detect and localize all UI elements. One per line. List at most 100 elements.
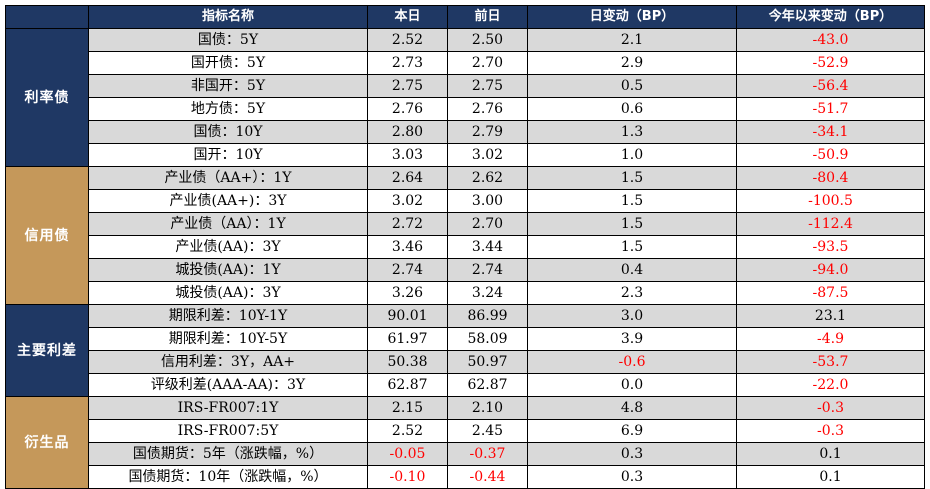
indicator-name-cell: 评级利差(AAA-AA)：3Y [88, 373, 368, 397]
today-value-cell: -0.10 [367, 465, 448, 489]
category-label: 衍生品 [5, 396, 89, 489]
indicator-name-cell: 城投债(AA)：3Y [88, 281, 368, 305]
category-label: 信用债 [5, 166, 89, 305]
table-row: 产业债(AA+)：3Y 3.02 3.00 1.5 -100.5 [6, 189, 925, 213]
today-value-cell: 2.52 [367, 419, 448, 443]
daily-change-cell: 0.3 [527, 442, 737, 466]
ytd-change-cell: -53.7 [736, 350, 925, 374]
daily-change-cell: 1.0 [527, 143, 737, 167]
header-previous-day: 前日 [447, 5, 528, 29]
daily-change-cell: 3.9 [527, 327, 737, 351]
daily-change-cell: 2.9 [527, 51, 737, 75]
ytd-change-cell: -94.0 [736, 258, 925, 282]
today-value-cell: 2.74 [367, 258, 448, 282]
previous-value-cell: 3.24 [447, 281, 528, 305]
ytd-change-cell: -80.4 [736, 166, 925, 190]
today-value-cell: 3.26 [367, 281, 448, 305]
daily-change-cell: 1.3 [527, 120, 737, 144]
previous-value-cell: 3.02 [447, 143, 528, 167]
daily-change-cell: 1.5 [527, 212, 737, 236]
table-row: 地方债：5Y 2.76 2.76 0.6 -51.7 [6, 97, 925, 121]
table-row: 信用利差：3Y，AA+ 50.38 50.97 -0.6 -53.7 [6, 350, 925, 374]
previous-value-cell: 50.97 [447, 350, 528, 374]
table-row: 非国开：5Y 2.75 2.75 0.5 -56.4 [6, 74, 925, 98]
today-value-cell: 2.52 [367, 28, 448, 52]
indicator-name-cell: IRS-FR007:5Y [88, 419, 368, 443]
today-value-cell: 2.80 [367, 120, 448, 144]
table-row: 城投债(AA)：3Y 3.26 3.24 2.3 -87.5 [6, 281, 925, 305]
previous-value-cell: 3.44 [447, 235, 528, 259]
indicator-name-cell: 产业债（AA+）：1Y [88, 166, 368, 190]
today-value-cell: 2.72 [367, 212, 448, 236]
daily-change-cell: 1.5 [527, 166, 737, 190]
table-row: 期限利差：10Y-5Y 61.97 58.09 3.9 -4.9 [6, 327, 925, 351]
ytd-change-cell: -52.9 [736, 51, 925, 75]
header-daily-change: 日变动（BP） [527, 5, 737, 29]
header-category [5, 5, 89, 29]
table-row: 国开债：5Y 2.73 2.70 2.9 -52.9 [6, 51, 925, 75]
previous-value-cell: 58.09 [447, 327, 528, 351]
today-value-cell: -0.05 [367, 442, 448, 466]
today-value-cell: 50.38 [367, 350, 448, 374]
daily-change-cell: 0.3 [527, 465, 737, 489]
indicator-name-cell: 地方债：5Y [88, 97, 368, 121]
daily-change-cell: 0.0 [527, 373, 737, 397]
ytd-change-cell: -87.5 [736, 281, 925, 305]
ytd-change-cell: -112.4 [736, 212, 925, 236]
previous-value-cell: 86.99 [447, 304, 528, 328]
daily-change-cell: 1.5 [527, 189, 737, 213]
indicator-name-cell: 产业债（AA）：1Y [88, 212, 368, 236]
ytd-change-cell: -56.4 [736, 74, 925, 98]
ytd-change-cell: -43.0 [736, 28, 925, 52]
ytd-change-cell: -0.3 [736, 396, 925, 420]
previous-value-cell: -0.44 [447, 465, 528, 489]
header-ytd-change: 今年以来变动（BP） [736, 5, 925, 29]
bond-market-table: 指标名称 本日 前日 日变动（BP） 今年以来变动（BP） 利率债 国债：5Y 2.… [5, 5, 925, 489]
table-row: 城投债(AA)：1Y 2.74 2.74 0.4 -94.0 [6, 258, 925, 282]
table-row: 信用债 产业债（AA+）：1Y 2.64 2.62 1.5 -80.4 [5, 166, 925, 305]
previous-value-cell: 2.76 [447, 97, 528, 121]
indicator-name-cell: 产业债(AA)：3Y [88, 235, 368, 259]
today-value-cell: 3.03 [367, 143, 448, 167]
today-value-cell: 2.73 [367, 51, 448, 75]
table-row: 国债期货：5年（涨跌幅，%） -0.05 -0.37 0.3 0.1 [6, 442, 925, 466]
indicator-name-cell: 国债期货：5年（涨跌幅，%） [88, 442, 368, 466]
ytd-change-cell: -100.5 [736, 189, 925, 213]
ytd-change-cell: -34.1 [736, 120, 925, 144]
indicator-name-cell: 国开债：5Y [88, 51, 368, 75]
ytd-change-cell: 0.1 [736, 442, 925, 466]
daily-change-cell: -0.6 [527, 350, 737, 374]
category-label: 利率债 [5, 28, 89, 167]
today-value-cell: 62.87 [367, 373, 448, 397]
today-value-cell: 3.02 [367, 189, 448, 213]
previous-value-cell: 62.87 [447, 373, 528, 397]
daily-change-cell: 0.4 [527, 258, 737, 282]
ytd-change-cell: 23.1 [736, 304, 925, 328]
table-row: 利率债 国债：5Y 2.52 2.50 2.1 -43.0 [5, 28, 925, 167]
previous-value-cell: 3.00 [447, 189, 528, 213]
table-row: 评级利差(AAA-AA)：3Y 62.87 62.87 0.0 -22.0 [6, 373, 925, 397]
today-value-cell: 61.97 [367, 327, 448, 351]
previous-value-cell: 2.75 [447, 74, 528, 98]
table-row: 国开：10Y 3.03 3.02 1.0 -50.9 [6, 143, 925, 167]
previous-value-cell: 2.79 [447, 120, 528, 144]
indicator-name-cell: 非国开：5Y [88, 74, 368, 98]
indicator-name-cell: 国开：10Y [88, 143, 368, 167]
table-row: 国债期货：10年（涨跌幅，%） -0.10 -0.44 0.3 0.1 [6, 465, 925, 489]
ytd-change-cell: 0.1 [736, 465, 925, 489]
indicator-name-cell: 国债期货：10年（涨跌幅，%） [88, 465, 368, 489]
today-value-cell: 2.76 [367, 97, 448, 121]
daily-change-cell: 0.6 [527, 97, 737, 121]
ytd-change-cell: -93.5 [736, 235, 925, 259]
previous-value-cell: -0.37 [447, 442, 528, 466]
today-value-cell: 3.46 [367, 235, 448, 259]
today-value-cell: 90.01 [367, 304, 448, 328]
category-label: 主要利差 [5, 304, 89, 397]
daily-change-cell: 2.1 [527, 28, 737, 52]
table-row: 主要利差 期限利差：10Y-1Y 90.01 86.99 3.0 23.1 [5, 304, 925, 397]
ytd-change-cell: -22.0 [736, 373, 925, 397]
table-row: 产业债（AA）：1Y 2.72 2.70 1.5 -112.4 [6, 212, 925, 236]
indicator-name-cell: 国债：5Y [88, 28, 368, 52]
header-today: 本日 [367, 5, 448, 29]
previous-value-cell: 2.50 [447, 28, 528, 52]
